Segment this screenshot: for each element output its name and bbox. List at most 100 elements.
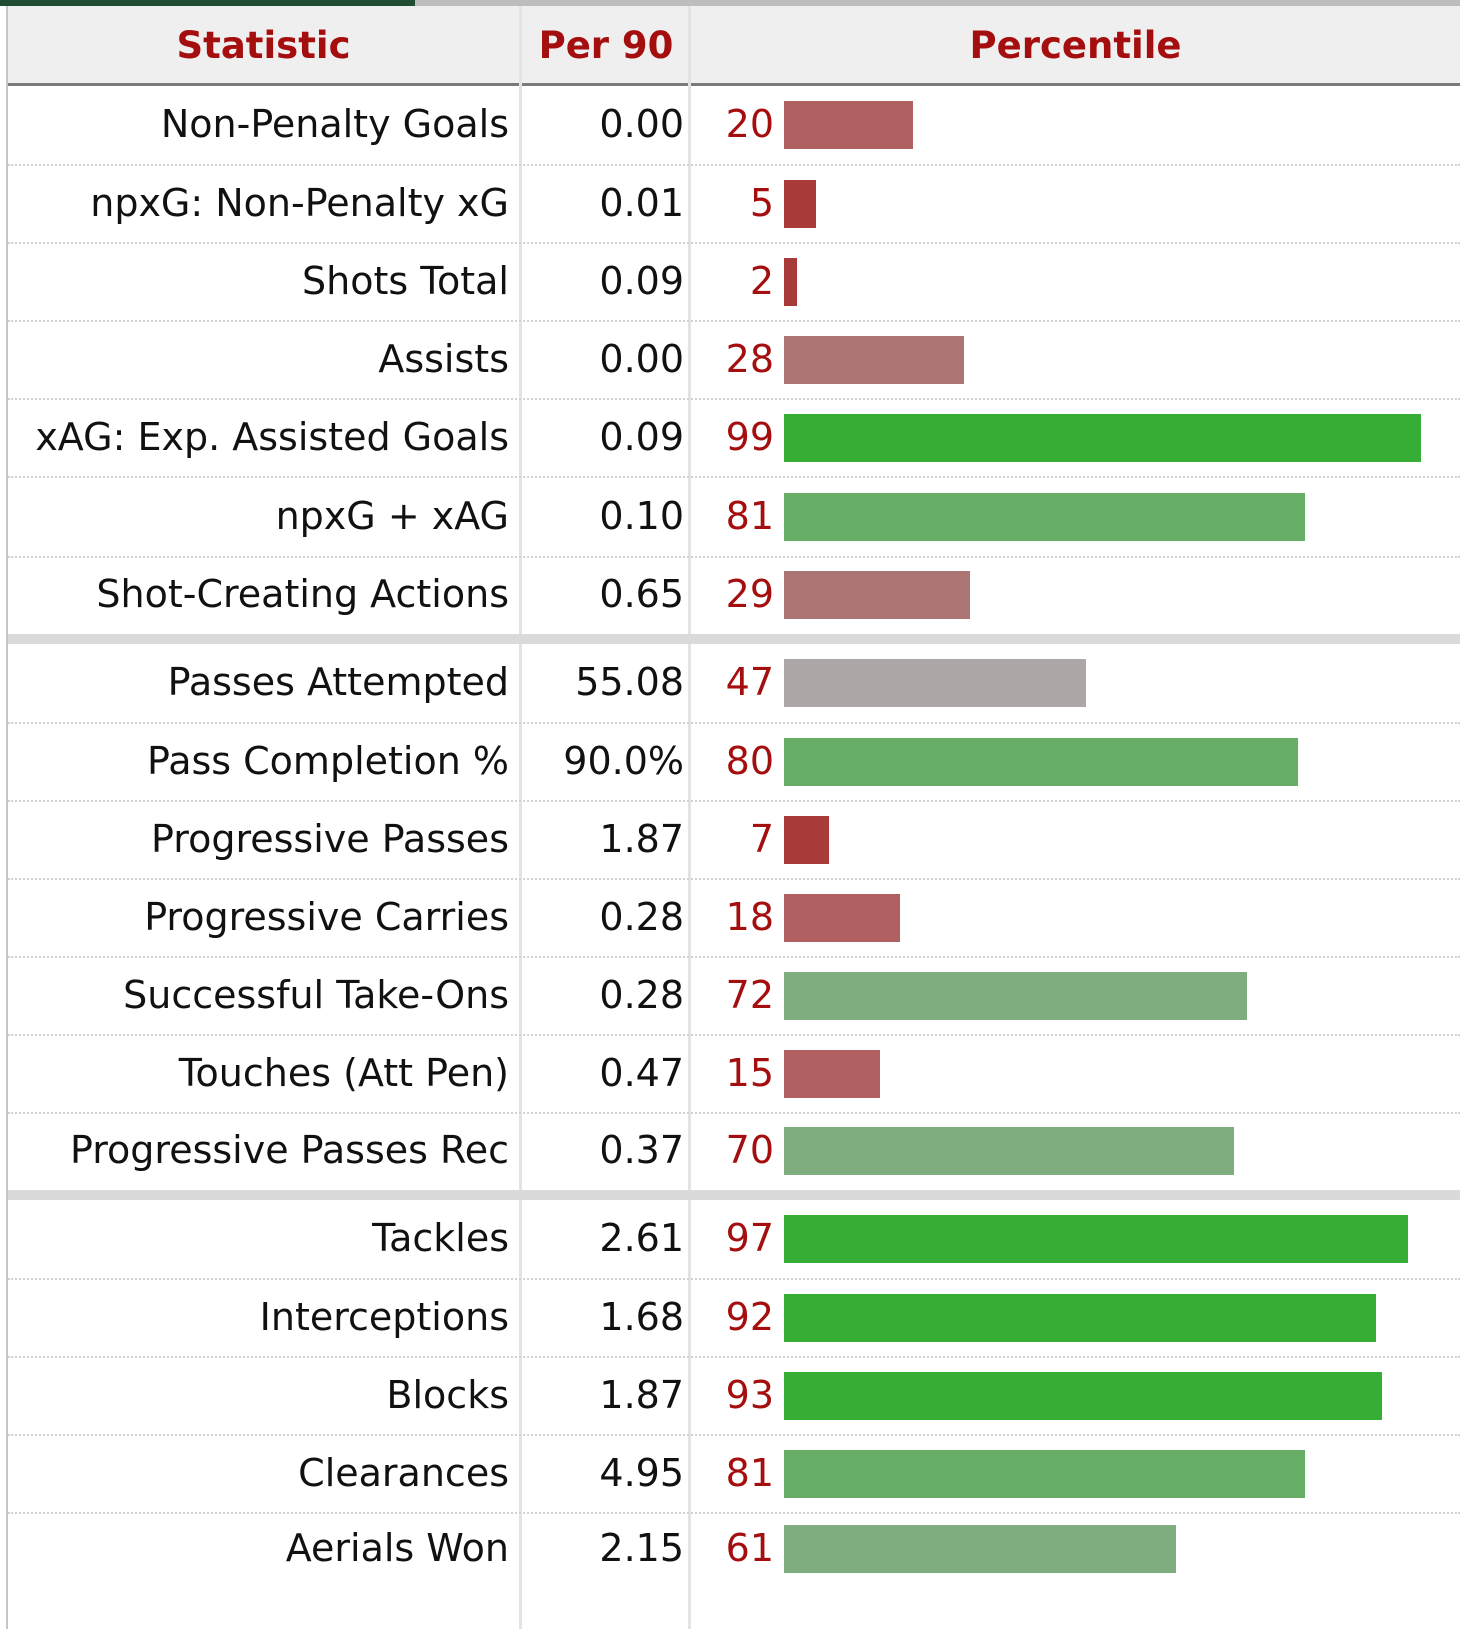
percentile-value: 47	[725, 660, 774, 704]
percentile-value: 15	[725, 1051, 774, 1095]
per90-value: 2.15	[599, 1526, 684, 1570]
percentile-bar	[784, 180, 816, 228]
statistic-label: Progressive Passes	[151, 817, 509, 861]
table-row[interactable]: Shots Total 0.09 2	[8, 244, 1460, 322]
percentile-value: 92	[725, 1295, 774, 1339]
per90-value: 55.08	[575, 660, 684, 704]
column-header-per90[interactable]: Per 90	[538, 24, 674, 67]
percentile-value: 2	[749, 259, 774, 303]
table-row[interactable]: Assists 0.00 28	[8, 322, 1460, 400]
table-row[interactable]: Touches (Att Pen) 0.47 15	[8, 1036, 1460, 1114]
statistic-label: npxG + xAG	[275, 494, 509, 538]
per90-value: 0.28	[599, 973, 684, 1017]
active-tab-indicator[interactable]	[0, 0, 415, 6]
percentile-value: 28	[725, 337, 774, 381]
table-row[interactable]: Successful Take-Ons 0.28 72	[8, 958, 1460, 1036]
percentile-bar	[784, 571, 970, 619]
percentile-bar	[784, 493, 1305, 541]
percentile-bar	[784, 1525, 1176, 1573]
section-separator	[8, 1190, 1460, 1200]
percentile-bar	[784, 1372, 1382, 1420]
per90-value: 0.65	[599, 572, 684, 616]
per90-value: 90.0%	[563, 739, 684, 783]
percentile-bar	[784, 816, 829, 864]
percentile-bar	[784, 972, 1247, 1020]
table-row[interactable]: Progressive Passes 1.87 7	[8, 802, 1460, 880]
per90-value: 0.09	[599, 415, 684, 459]
table-row[interactable]: Tackles 2.61 97	[8, 1200, 1460, 1280]
column-divider	[519, 6, 522, 1629]
column-divider	[688, 6, 691, 1629]
section-separator	[8, 634, 1460, 644]
percentile-value: 20	[725, 102, 774, 146]
per90-value: 0.47	[599, 1051, 684, 1095]
percentile-value: 70	[725, 1128, 774, 1172]
percentile-value: 81	[725, 494, 774, 538]
statistic-label: Passes Attempted	[167, 660, 509, 704]
statistic-label: Interceptions	[259, 1295, 509, 1339]
table-body: Non-Penalty Goals 0.00 20 npxG: Non-Penalty…	[8, 86, 1460, 1586]
statistic-label: Pass Completion %	[146, 739, 509, 783]
column-header-statistic[interactable]: Statistic	[176, 24, 351, 67]
statistic-label: xAG: Exp. Assisted Goals	[35, 415, 509, 459]
percentile-bar	[784, 659, 1086, 707]
per90-value: 0.10	[599, 494, 684, 538]
column-header-percentile[interactable]: Percentile	[969, 24, 1182, 67]
percentile-value: 72	[725, 973, 774, 1017]
table-row[interactable]: Passes Attempted 55.08 47	[8, 644, 1460, 724]
percentile-bar	[784, 1215, 1408, 1263]
table-row[interactable]: xAG: Exp. Assisted Goals 0.09 99	[8, 400, 1460, 478]
per90-value: 0.00	[599, 102, 684, 146]
percentile-value: 80	[725, 739, 774, 783]
per90-value: 0.28	[599, 895, 684, 939]
statistic-label: Shot-Creating Actions	[96, 572, 509, 616]
percentile-value: 81	[725, 1451, 774, 1495]
percentile-bar	[784, 414, 1421, 462]
percentile-value: 29	[725, 572, 774, 616]
statistic-label: Shots Total	[302, 259, 509, 303]
table-left-border	[6, 6, 8, 1629]
statistic-label: Non-Penalty Goals	[160, 102, 509, 146]
percentile-bar	[784, 1450, 1305, 1498]
table-row[interactable]: Pass Completion % 90.0% 80	[8, 724, 1460, 802]
percentile-bar	[784, 336, 964, 384]
table-row[interactable]: Progressive Passes Rec 0.37 70	[8, 1114, 1460, 1190]
statistic-label: npxG: Non-Penalty xG	[90, 181, 509, 225]
percentile-value: 97	[725, 1216, 774, 1260]
statistic-label: Progressive Carries	[144, 895, 509, 939]
percentile-bar	[784, 738, 1298, 786]
per90-value: 0.37	[599, 1128, 684, 1172]
percentile-value: 61	[725, 1526, 774, 1570]
statistic-label: Tackles	[372, 1216, 509, 1260]
per90-value: 4.95	[599, 1451, 684, 1495]
table-header: Statistic Per 90 Percentile	[6, 6, 1460, 86]
table-row[interactable]: Aerials Won 2.15 61	[8, 1514, 1460, 1586]
percentile-value: 7	[749, 817, 774, 861]
percentile-bar	[784, 1294, 1376, 1342]
statistic-label: Assists	[378, 337, 509, 381]
percentile-bar	[784, 894, 900, 942]
table-row[interactable]: Clearances 4.95 81	[8, 1436, 1460, 1514]
per90-value: 1.68	[599, 1295, 684, 1339]
table-row[interactable]: Progressive Carries 0.28 18	[8, 880, 1460, 958]
table-row[interactable]: Non-Penalty Goals 0.00 20	[8, 86, 1460, 166]
table-row[interactable]: npxG: Non-Penalty xG 0.01 5	[8, 166, 1460, 244]
table-row[interactable]: npxG + xAG 0.10 81	[8, 478, 1460, 558]
percentile-value: 93	[725, 1373, 774, 1417]
per90-value: 1.87	[599, 1373, 684, 1417]
per90-value: 2.61	[599, 1216, 684, 1260]
statistic-label: Progressive Passes Rec	[70, 1128, 509, 1172]
table-row[interactable]: Blocks 1.87 93	[8, 1358, 1460, 1436]
per90-value: 0.00	[599, 337, 684, 381]
per90-value: 0.01	[599, 181, 684, 225]
statistic-label: Clearances	[298, 1451, 509, 1495]
per90-value: 0.09	[599, 259, 684, 303]
percentile-value: 18	[725, 895, 774, 939]
per90-value: 1.87	[599, 817, 684, 861]
statistic-label: Aerials Won	[285, 1526, 509, 1570]
percentile-bar	[784, 1127, 1234, 1175]
statistic-label: Successful Take-Ons	[123, 973, 509, 1017]
table-row[interactable]: Interceptions 1.68 92	[8, 1280, 1460, 1358]
table-row[interactable]: Shot-Creating Actions 0.65 29	[8, 558, 1460, 634]
